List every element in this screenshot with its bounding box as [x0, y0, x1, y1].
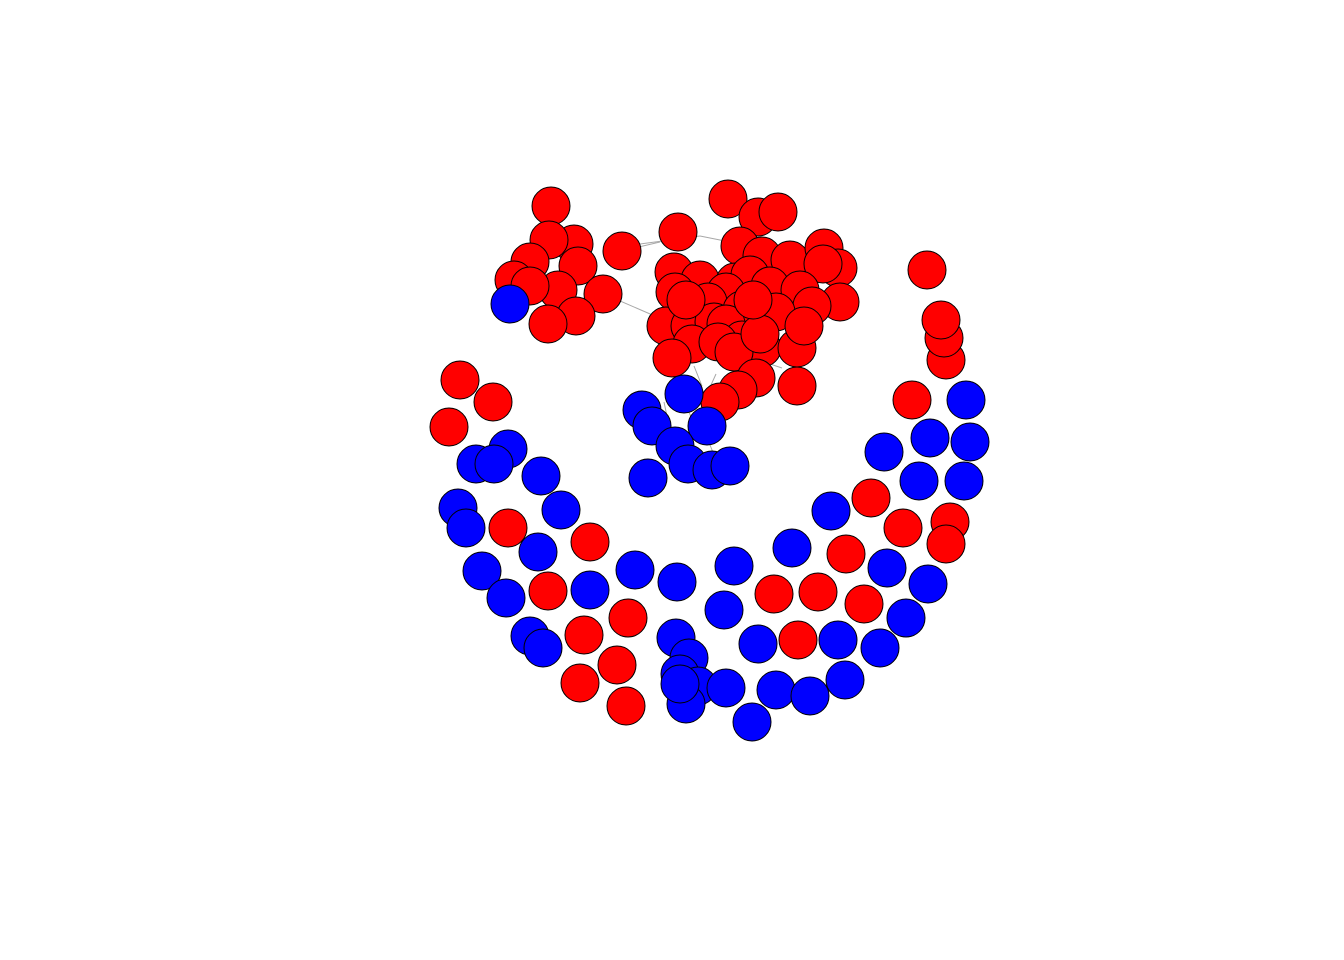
red-node	[473, 382, 513, 422]
red-node	[597, 645, 637, 685]
blue-node	[462, 551, 502, 591]
red-node	[826, 534, 866, 574]
red-node	[528, 304, 568, 344]
red-node	[844, 584, 884, 624]
red-node	[733, 280, 773, 320]
blue-node	[944, 461, 984, 501]
nodes-layer	[429, 179, 990, 742]
blue-node	[772, 528, 812, 568]
blue-node	[790, 676, 830, 716]
blue-node	[738, 624, 778, 664]
red-node	[606, 686, 646, 726]
blue-node	[899, 461, 939, 501]
red-node	[602, 231, 642, 271]
blue-node	[732, 702, 772, 742]
blue-node	[886, 598, 926, 638]
blue-node	[570, 570, 610, 610]
blue-node	[521, 456, 561, 496]
red-node	[429, 407, 469, 447]
blue-node	[704, 590, 744, 630]
red-node	[608, 598, 648, 638]
graph-edge	[693, 365, 703, 387]
red-node	[883, 508, 923, 548]
red-node	[658, 212, 698, 252]
blue-node	[910, 418, 950, 458]
blue-node	[541, 490, 581, 530]
blue-node	[908, 564, 948, 604]
blue-node	[860, 628, 900, 668]
red-node	[907, 250, 947, 290]
red-node	[488, 508, 528, 548]
blue-node	[706, 668, 746, 708]
blue-node	[518, 532, 558, 572]
red-node	[666, 280, 706, 320]
red-node	[777, 366, 817, 406]
red-node	[754, 574, 794, 614]
blue-node	[946, 380, 986, 420]
red-node	[652, 338, 692, 378]
red-node	[798, 572, 838, 612]
blue-node	[628, 458, 668, 498]
blue-node	[490, 284, 530, 324]
blue-node	[446, 508, 486, 548]
blue-node	[523, 628, 563, 668]
blue-node	[950, 422, 990, 462]
red-node	[851, 478, 891, 518]
red-node	[564, 615, 604, 655]
blue-node	[864, 432, 904, 472]
red-node	[803, 244, 843, 284]
red-node	[784, 306, 824, 346]
red-node	[892, 380, 932, 420]
blue-node	[818, 620, 858, 660]
red-node	[583, 274, 623, 314]
blue-node	[660, 664, 700, 704]
red-node	[708, 179, 748, 219]
red-node	[570, 522, 610, 562]
blue-node	[710, 446, 750, 486]
red-node	[758, 192, 798, 232]
red-node	[440, 360, 480, 400]
blue-node	[486, 578, 526, 618]
red-node	[528, 571, 568, 611]
red-node	[926, 524, 966, 564]
blue-node	[756, 670, 796, 710]
blue-node	[714, 546, 754, 586]
blue-node	[657, 562, 697, 602]
red-node	[778, 620, 818, 660]
red-node	[740, 314, 780, 354]
blue-node	[825, 660, 865, 700]
blue-node	[664, 374, 704, 414]
blue-node	[867, 548, 907, 588]
blue-node	[474, 444, 514, 484]
red-node	[531, 186, 571, 226]
blue-node	[615, 550, 655, 590]
blue-node	[811, 491, 851, 531]
red-node	[560, 663, 600, 703]
red-node	[921, 300, 961, 340]
blue-node	[687, 406, 727, 446]
